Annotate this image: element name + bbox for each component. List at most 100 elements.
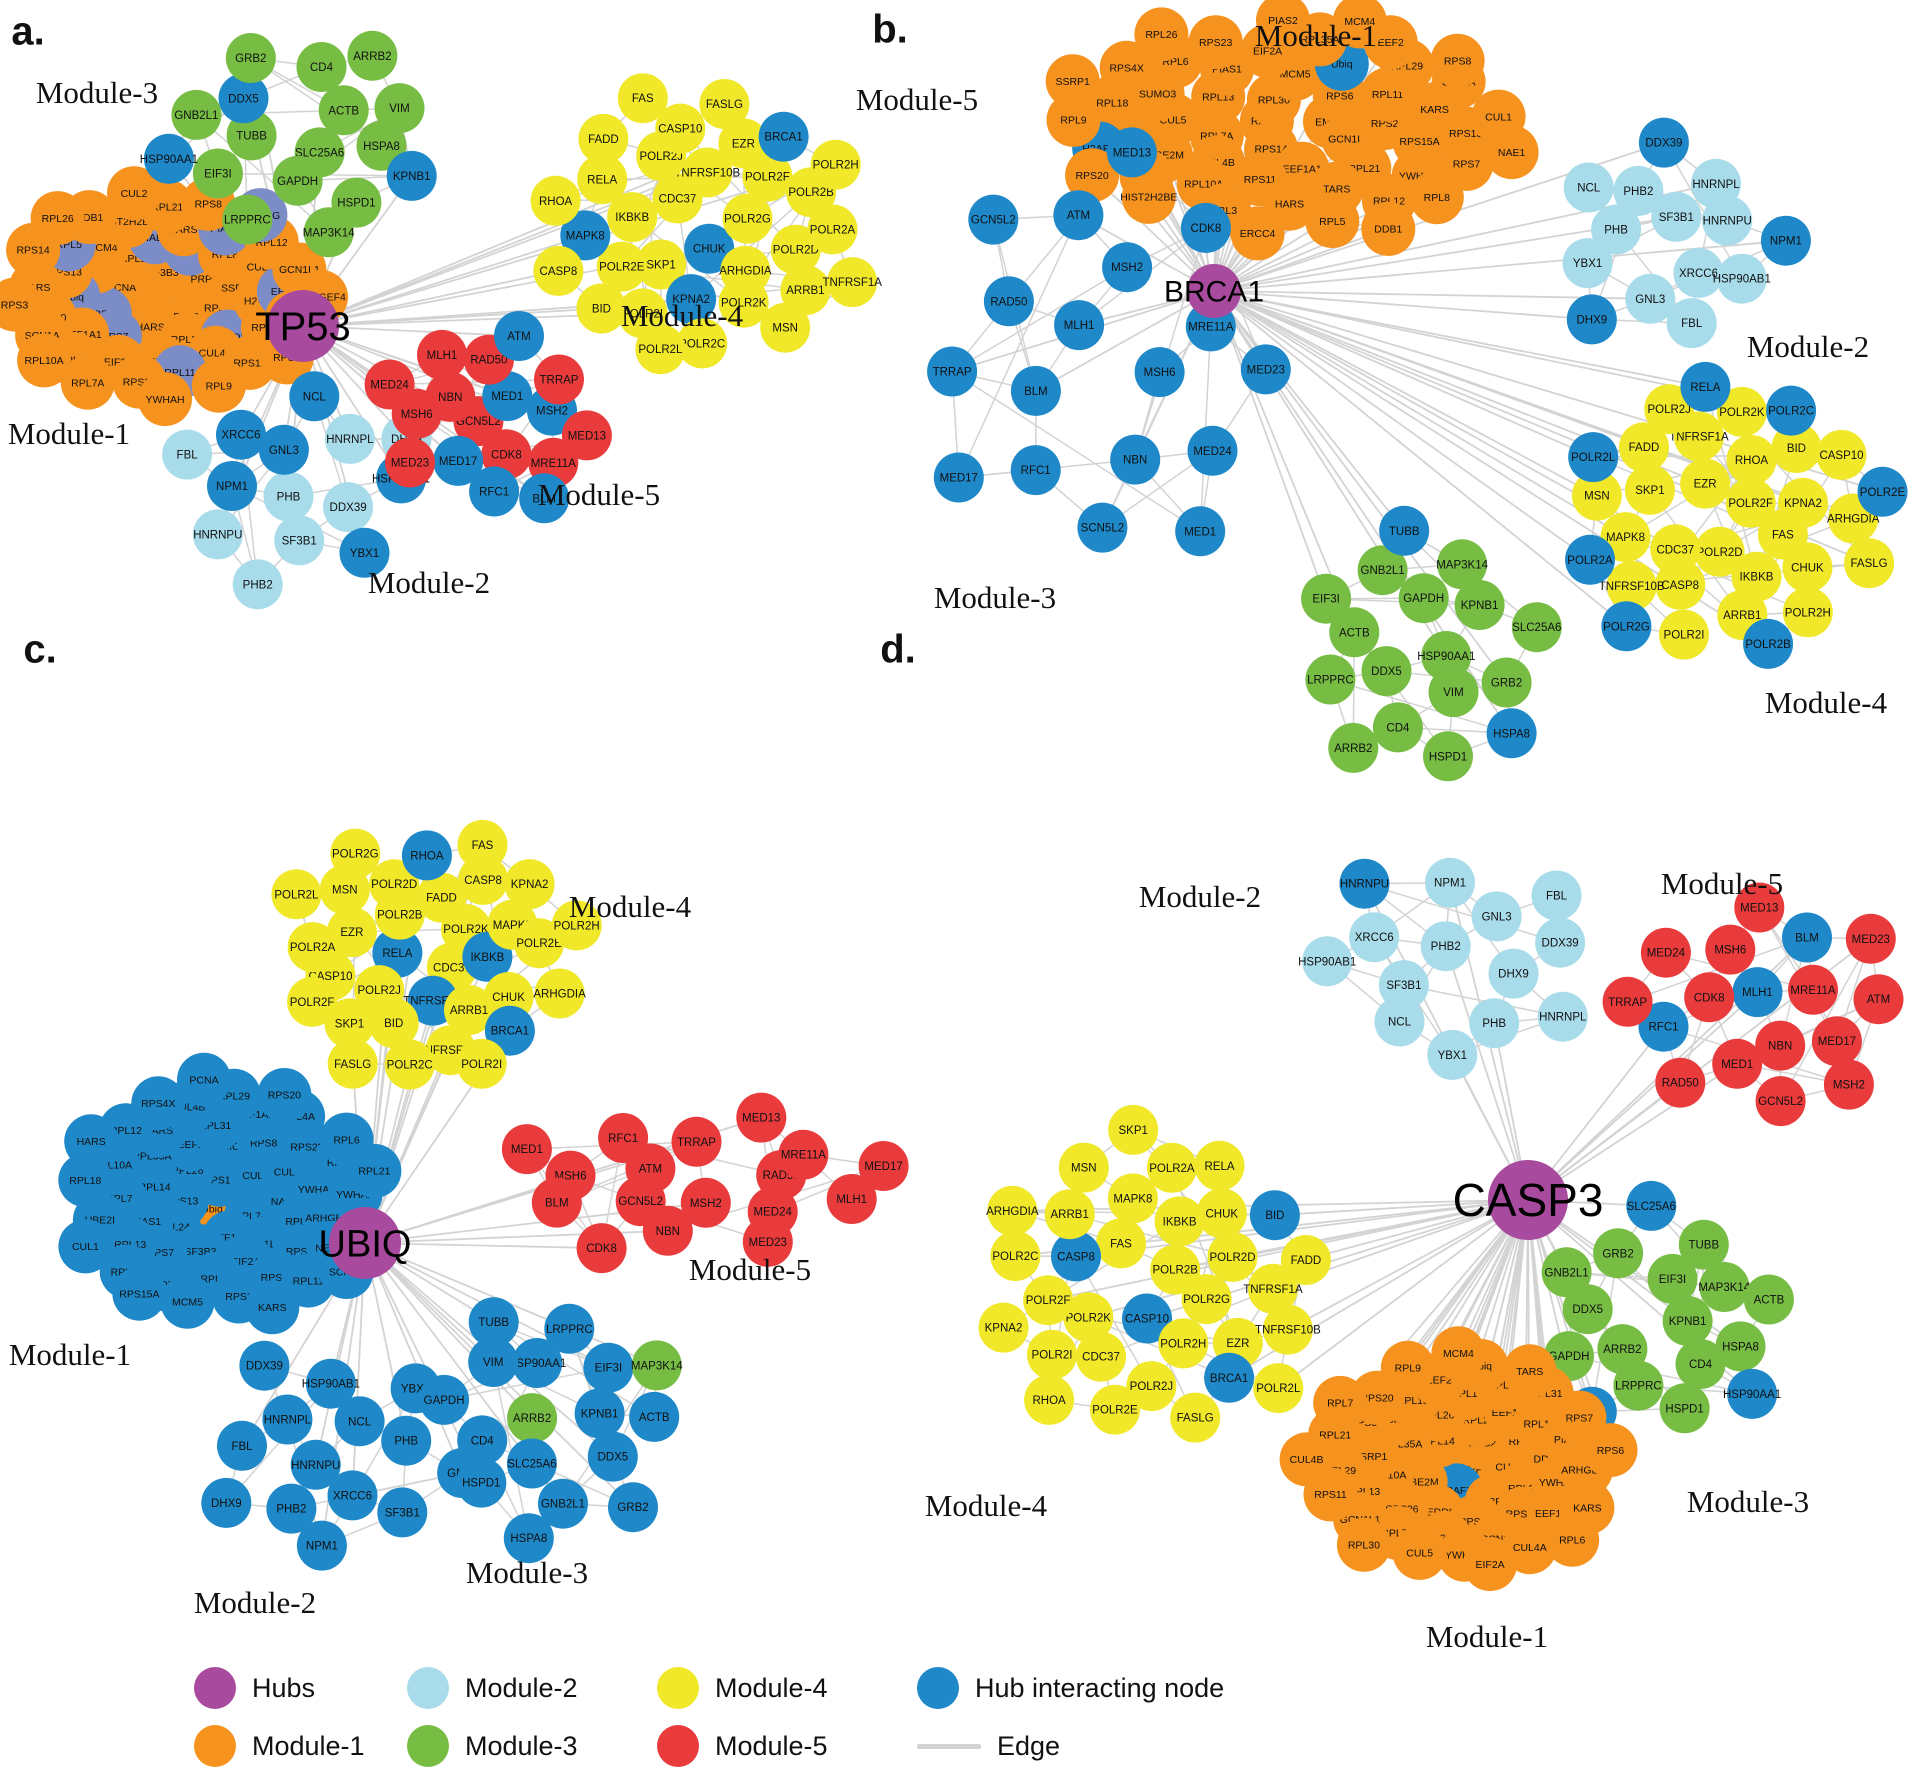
node-RPL21[interactable] (347, 1143, 402, 1198)
node-HSPD1[interactable] (456, 1457, 507, 1508)
node-EZR[interactable] (1680, 458, 1731, 509)
node-POLR2B[interactable] (1150, 1244, 1201, 1295)
node-FASLG[interactable] (1170, 1392, 1221, 1443)
node-POLR2C[interactable] (1766, 385, 1817, 436)
node-HSP90AA1[interactable] (1727, 1368, 1778, 1419)
node-MSH2[interactable] (680, 1177, 731, 1228)
node-GAPDH[interactable] (419, 1374, 470, 1425)
node-HSP90AB1[interactable] (1716, 253, 1767, 304)
node-FAS[interactable] (457, 819, 508, 870)
node-POLR2I[interactable] (456, 1038, 507, 1089)
node-HSPA8[interactable] (503, 1513, 554, 1564)
node-ACTB[interactable] (629, 1391, 680, 1442)
node-BID[interactable] (1771, 423, 1822, 473)
node-FAS[interactable] (617, 73, 668, 124)
node-XRCC6[interactable] (327, 1470, 378, 1521)
node-HNRNPL[interactable] (1537, 991, 1588, 1042)
node-RPS23[interactable] (1188, 15, 1243, 70)
node-RPS6[interactable] (1583, 1423, 1638, 1478)
node-SLC25A6[interactable] (1511, 602, 1562, 653)
node-NCL[interactable] (1374, 996, 1425, 1047)
node-BRCA1[interactable] (484, 1005, 535, 1056)
node-RPL6[interactable] (1545, 1512, 1600, 1567)
node-BID[interactable] (368, 998, 419, 1049)
node-LRPPRC[interactable] (1613, 1360, 1664, 1411)
node-DDX5[interactable] (587, 1431, 638, 1482)
node-GNB2L1[interactable] (1357, 545, 1408, 596)
node-CUL1[interactable] (58, 1219, 113, 1274)
node-RELA[interactable] (1194, 1140, 1245, 1191)
node-NCL[interactable] (1563, 162, 1614, 213)
node-RHOA[interactable] (1726, 435, 1777, 485)
node-CHUK[interactable] (684, 223, 735, 274)
node-CASP10[interactable] (1122, 1293, 1172, 1344)
node-ACTB[interactable] (318, 85, 369, 136)
node-POLR2G[interactable] (722, 193, 773, 244)
node-EIF3I[interactable] (1301, 573, 1352, 624)
node-SF3B1[interactable] (1378, 960, 1429, 1011)
node-PHB2[interactable] (266, 1483, 317, 1534)
node-MLH1[interactable] (417, 329, 467, 380)
node-VIM[interactable] (1428, 667, 1479, 718)
node-BID[interactable] (576, 283, 627, 334)
node-MED24[interactable] (364, 359, 415, 410)
node-ATM[interactable] (494, 311, 544, 361)
node-MED1[interactable] (1712, 1038, 1763, 1089)
node-RPS4X[interactable] (131, 1076, 186, 1131)
node-LRPPRC[interactable] (544, 1303, 595, 1354)
node-SSRP1[interactable] (1045, 54, 1100, 109)
node-SCN5L2[interactable] (1077, 502, 1128, 553)
node-POLR2E[interactable] (1857, 466, 1908, 517)
node-FAS[interactable] (1096, 1218, 1146, 1269)
node-POLR2G[interactable] (1601, 601, 1652, 652)
node-MAPK8[interactable] (1107, 1173, 1158, 1224)
node-POLR2C[interactable] (384, 1039, 435, 1090)
node-MSH2[interactable] (1823, 1059, 1874, 1110)
node-EZR[interactable] (326, 907, 377, 958)
node-GAPDH[interactable] (1398, 573, 1449, 624)
node-DDX5[interactable] (1361, 646, 1412, 697)
node-CASP8[interactable] (1655, 559, 1706, 610)
node-GNL3[interactable] (1625, 273, 1676, 324)
node-FADD[interactable] (1280, 1235, 1331, 1285)
node-CUL4B[interactable] (1279, 1432, 1334, 1487)
node-GNB2L1[interactable] (538, 1478, 588, 1529)
node-KPNA2[interactable] (1778, 477, 1828, 528)
node-YBX1[interactable] (1562, 238, 1613, 289)
node-DHX9[interactable] (1566, 294, 1617, 345)
node-CDK8[interactable] (576, 1223, 627, 1274)
node-KPNB1[interactable] (574, 1388, 625, 1439)
node-ARHGDIA[interactable] (534, 968, 585, 1019)
node-MAP3K14[interactable] (1437, 539, 1488, 590)
node-FBL[interactable] (217, 1420, 267, 1471)
node-GCN5L2[interactable] (968, 194, 1019, 245)
node-CD4[interactable] (1675, 1339, 1726, 1389)
node-POLR2L[interactable] (635, 324, 686, 375)
node-MED13[interactable] (561, 410, 612, 461)
node-POLR2A[interactable] (287, 922, 338, 973)
node-POLR2J[interactable] (1126, 1361, 1177, 1412)
node-ARHGDIA[interactable] (987, 1185, 1038, 1236)
node-MED23[interactable] (1240, 344, 1291, 395)
node-GRB2[interactable] (608, 1482, 658, 1533)
node-MSH6[interactable] (1705, 924, 1756, 975)
node-BID[interactable] (1249, 1190, 1300, 1241)
node-RPL7[interactable] (1313, 1375, 1368, 1430)
node-TRRAP[interactable] (927, 346, 978, 397)
node-MCM5[interactable] (160, 1274, 215, 1329)
node-TNFRSF10B[interactable] (682, 147, 733, 198)
node-RELA[interactable] (577, 154, 628, 205)
node-POLR2K[interactable] (1063, 1292, 1114, 1343)
node-POLR2F[interactable] (1725, 477, 1776, 528)
node-RELA[interactable] (372, 927, 423, 978)
node-FADD[interactable] (578, 113, 629, 164)
node-SKP1[interactable] (324, 998, 375, 1049)
node-RHOA[interactable] (1024, 1374, 1075, 1425)
node-NBN[interactable] (1110, 434, 1161, 485)
node-RPL9[interactable] (191, 358, 246, 413)
hub-BRCA1[interactable] (1187, 264, 1241, 318)
node-RPL30[interactable] (1336, 1517, 1391, 1572)
node-MRE11A[interactable] (1788, 964, 1838, 1015)
node-ARRB2[interactable] (347, 30, 398, 81)
node-YWHAH[interactable] (138, 372, 192, 427)
